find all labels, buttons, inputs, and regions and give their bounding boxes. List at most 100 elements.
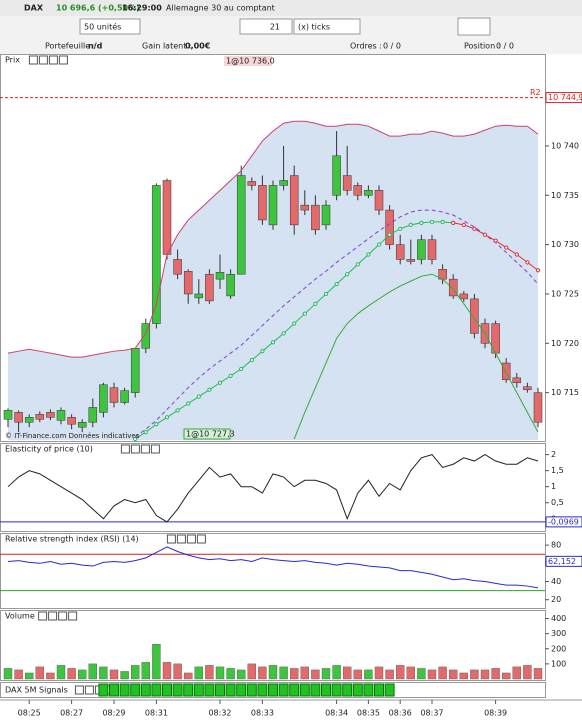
volume-bar: [300, 666, 309, 680]
candle-body: [364, 190, 373, 196]
panel-icon: [48, 611, 58, 621]
volume-bar: [396, 665, 405, 680]
x-tick-label: 08:39: [484, 709, 507, 718]
volume-bar: [25, 672, 34, 680]
charts: Prix 10 740 10 735 10 730 10 725 10 720 10 715…: [0, 55, 582, 718]
x-tick-label: 08:25: [18, 709, 41, 718]
y-tick-label: 200: [551, 644, 566, 653]
volume-bar: [533, 668, 543, 680]
panel-icon: [150, 444, 160, 454]
signal-cell: [374, 683, 384, 697]
x-tick-label: 08:31: [145, 709, 168, 718]
overlay-marker: [249, 357, 254, 363]
panel-title: Elasticity of price (10): [5, 445, 93, 454]
signal-cell: [130, 683, 141, 697]
overlay-marker: [345, 272, 350, 277]
ticks-count: 21: [270, 23, 280, 32]
order-box: [224, 56, 272, 66]
volume-bar: [406, 666, 415, 680]
y-tick-label: 10 720: [551, 339, 579, 348]
volume-bar: [183, 672, 193, 680]
overlay-marker: [334, 281, 339, 287]
candle-body: [353, 185, 363, 196]
orders: 0 / 0: [383, 42, 401, 51]
volume-bar: [109, 669, 119, 680]
signal-cell: [109, 683, 119, 697]
instrument-name: Allemagne 30 au comptant: [166, 4, 275, 13]
overlay-marker: [398, 226, 403, 231]
candle-body: [226, 273, 235, 297]
signal-cell: [204, 683, 215, 697]
volume-bar: [364, 669, 373, 680]
panel-icon: [196, 534, 206, 544]
signal-cell: [183, 683, 194, 697]
symbol: DAX: [24, 4, 44, 13]
indicator-line: [7, 546, 539, 589]
signal-cell: [246, 683, 257, 697]
y-tick-label: 10 715: [551, 388, 579, 397]
candle-body: [215, 271, 225, 280]
candle-body: [289, 175, 299, 226]
overlay-marker: [440, 219, 445, 225]
signal-cell: [225, 683, 236, 697]
ticks-unit: (x) ticks: [298, 23, 330, 32]
panel-title: Volume: [5, 612, 35, 621]
volume-bar: [226, 668, 235, 680]
volume-bar: [480, 669, 490, 680]
elasticity-panel: [0, 443, 546, 532]
y-tick-label: 1: [551, 482, 556, 491]
source: © IT-Finance.com Données indicatives: [5, 432, 140, 440]
overlay-marker: [270, 340, 276, 345]
signal-cell: [268, 683, 278, 697]
candle-body: [205, 273, 214, 302]
band-fill: [8, 121, 538, 440]
y-tick-label: 20: [551, 595, 561, 604]
overlay-marker: [186, 401, 191, 406]
signal-cell: [352, 683, 363, 697]
overlay-marker: [493, 238, 498, 243]
x-tick-label: 08:33: [251, 709, 274, 718]
y-tick-label: 2: [551, 450, 556, 459]
volume-bar: [35, 666, 44, 680]
reference-value: -0,0969: [548, 517, 579, 526]
candle-body: [501, 362, 511, 381]
signal-cell: [257, 683, 268, 697]
overlay-marker: [313, 301, 318, 306]
candle-body: [448, 278, 458, 297]
chart-type-button[interactable]: [457, 17, 491, 36]
signal-cell: [172, 683, 183, 697]
volume-bar: [130, 665, 140, 680]
overlay-marker: [355, 262, 360, 267]
overlay-line: [134, 209, 539, 438]
y-tick-label: 300: [551, 629, 566, 638]
last-price: 10 696,6 (+0,50%): [56, 4, 140, 13]
overlay-marker: [461, 222, 466, 227]
ticks-input[interactable]: [239, 18, 293, 35]
volume-bar: [353, 669, 362, 680]
resistance-value-box: [545, 92, 582, 104]
signal-cell: [331, 683, 342, 697]
volume-bar: [14, 669, 23, 680]
resistance-name: R2: [530, 88, 541, 97]
quantity-select[interactable]: [79, 18, 141, 35]
volume-bar: [46, 672, 55, 680]
overlay-marker: [239, 366, 244, 372]
candle-body: [258, 185, 267, 221]
volume-bar: [374, 666, 384, 680]
volume-bar: [205, 665, 214, 680]
volume-bar: [194, 666, 204, 680]
candle-body: [374, 190, 384, 211]
candle-body: [120, 390, 129, 403]
overlay-marker: [196, 394, 201, 399]
panel-icon: [186, 534, 196, 544]
volume-bar: [512, 666, 521, 680]
ticks-unit-select[interactable]: [293, 18, 361, 35]
signal-cell: [140, 683, 151, 697]
portfolio: n/d: [88, 42, 103, 51]
overlay-marker: [175, 408, 180, 413]
y-tick-label: 10 735: [551, 191, 579, 200]
quantity: 50 unités: [84, 22, 121, 32]
overlay-marker: [514, 252, 519, 257]
candle-body: [77, 421, 87, 428]
candle-body: [342, 175, 352, 191]
